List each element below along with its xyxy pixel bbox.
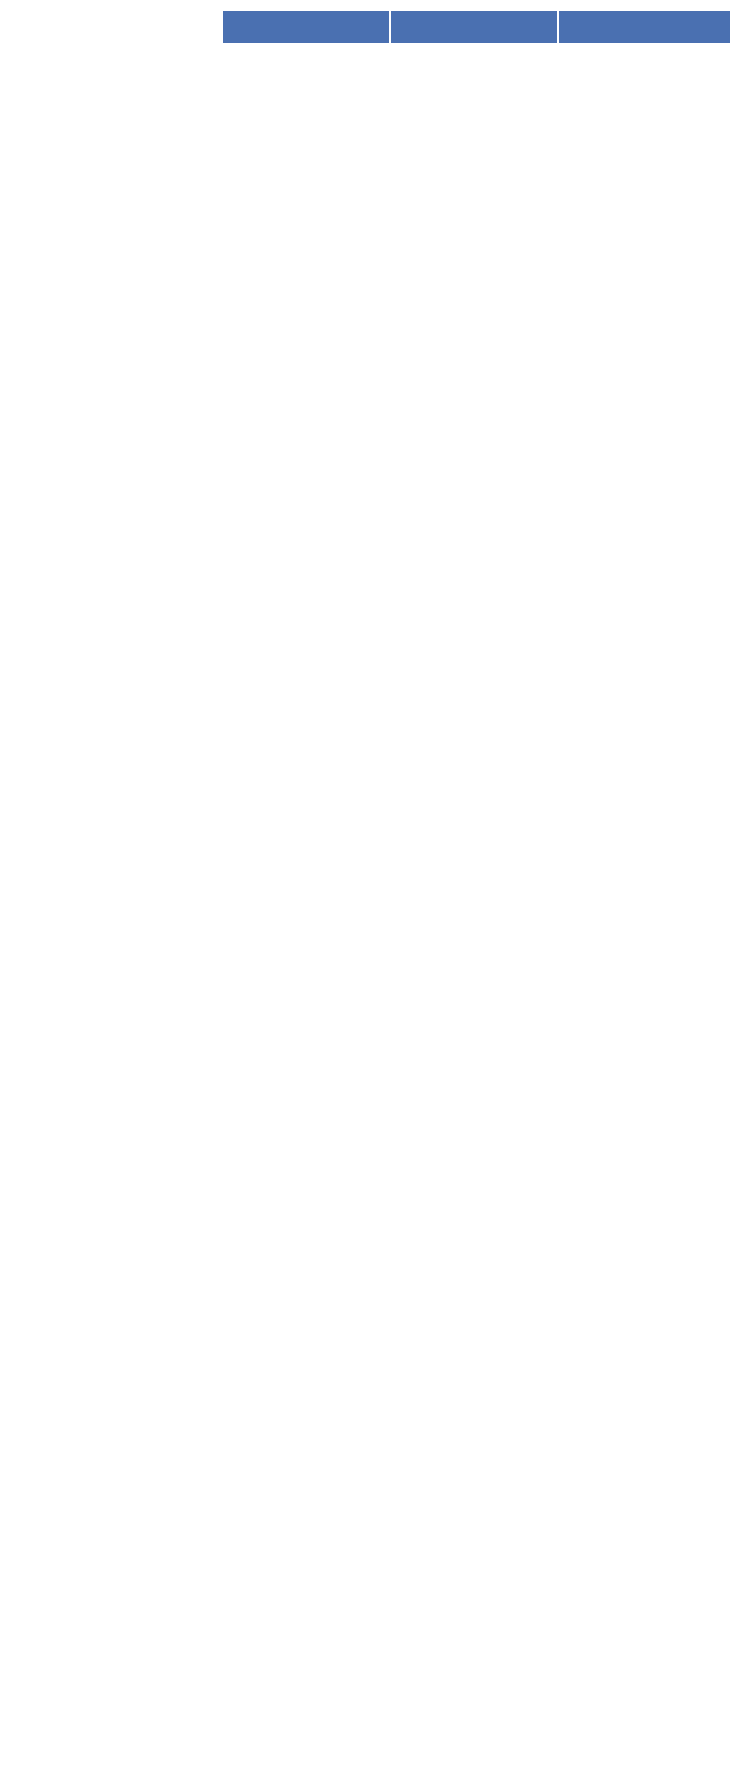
table-header (8, 11, 730, 44)
header-correlation (223, 11, 389, 43)
correlation-table (8, 11, 730, 44)
header-95-ci (559, 11, 730, 43)
header-pvalue (391, 11, 557, 43)
